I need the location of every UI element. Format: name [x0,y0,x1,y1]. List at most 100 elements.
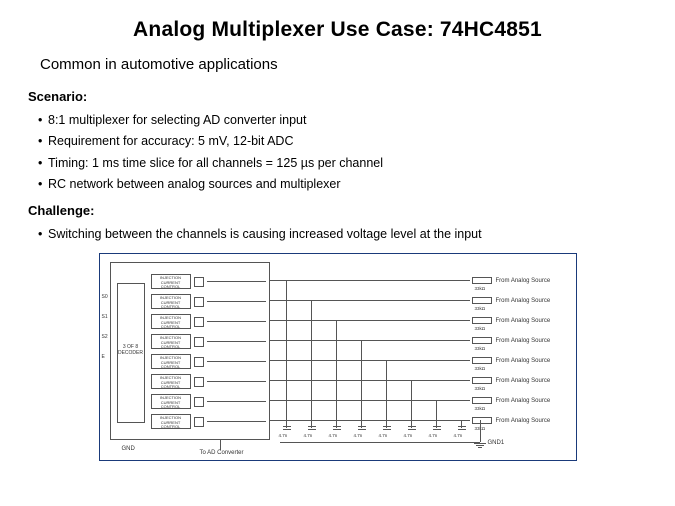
channel-row: INJECTION CURRENT CONTROL [151,333,266,350]
cap-label: 4.7n [379,433,388,438]
source-label: From Analog Source [496,398,570,404]
cap-label: 4.7n [454,433,463,438]
cap-label: 4.7n [404,433,413,438]
injection-control-box: INJECTION CURRENT CONTROL [151,414,191,429]
wire [270,320,470,321]
switch-icon [194,297,204,307]
resistor-label: 33kΩ [475,406,486,411]
capacitor-icon: 4.7n [405,424,419,434]
source-label: From Analog Source [496,278,570,284]
resistor-label: 33kΩ [475,386,486,391]
source-row: 33kΩ From Analog Source [472,372,570,389]
circuit-diagram: 3 OF 8 DECODER INJECTION CURRENT CONTROL… [99,253,577,461]
switch-icon [194,417,204,427]
wire [311,300,312,428]
pin-wire [207,401,266,402]
gnd1-label: GND1 [488,440,505,446]
scenario-bullet: 8:1 multiplexer for selecting AD convert… [38,110,647,131]
pin-label: S2 [102,334,108,340]
resistor-icon: 33kΩ [472,357,492,364]
source-row: 33kΩ From Analog Source [472,272,570,289]
scenario-bullet: Requirement for accuracy: 5 mV, 12-bit A… [38,131,647,152]
wire [386,360,387,428]
resistor-label: 33kΩ [475,366,486,371]
page-title: Analog Multiplexer Use Case: 74HC4851 [28,18,647,42]
cap-label: 4.7n [354,433,363,438]
resistor-icon: 33kΩ [472,397,492,404]
injection-control-box: INJECTION CURRENT CONTROL [151,394,191,409]
capacitor-icon: 4.7n [280,424,294,434]
resistor-label: 33kΩ [475,326,486,331]
source-label: From Analog Source [496,378,570,384]
subtitle: Common in automotive applications [40,56,647,73]
capacitor-row: 4.7n 4.7n 4.7n 4.7n 4.7n 4.7n 4.7n 4.7n [280,424,469,434]
challenge-bullet: Switching between the channels is causin… [38,224,647,245]
resistor-icon: 33kΩ [472,417,492,424]
pin-wire [207,321,266,322]
capacitor-icon: 4.7n [330,424,344,434]
resistor-label: 33kΩ [475,346,486,351]
cap-label: 4.7n [429,433,438,438]
wire [480,420,481,442]
channel-row: INJECTION CURRENT CONTROL [151,353,266,370]
wire [270,360,470,361]
resistor-icon: 33kΩ [472,297,492,304]
cap-label: 4.7n [279,433,288,438]
resistor-icon: 33kΩ [472,277,492,284]
wire [286,280,287,428]
wire [270,380,470,381]
injection-control-box: INJECTION CURRENT CONTROL [151,314,191,329]
pin-wire [207,361,266,362]
injection-control-box: INJECTION CURRENT CONTROL [151,334,191,349]
to-adc-label: To AD Converter [200,450,244,456]
channel-row: INJECTION CURRENT CONTROL [151,313,266,330]
resistor-icon: 33kΩ [472,337,492,344]
pin-label: S0 [102,294,108,300]
channel-row: INJECTION CURRENT CONTROL [151,393,266,410]
resistor-icon: 33kΩ [472,317,492,324]
source-label: From Analog Source [496,418,570,424]
pin-label: S1 [102,314,108,320]
pin-wire [207,421,266,422]
resistor-icon: 33kΩ [472,377,492,384]
capacitor-icon: 4.7n [305,424,319,434]
channel-row: INJECTION CURRENT CONTROL [151,293,266,310]
injection-control-box: INJECTION CURRENT CONTROL [151,354,191,369]
pin-wire [207,341,266,342]
wire [270,340,470,341]
channel-row: INJECTION CURRENT CONTROL [151,273,266,290]
pin-wire [207,281,266,282]
source-row: 33kΩ From Analog Source [472,352,570,369]
cap-label: 4.7n [329,433,338,438]
diagram-container: 3 OF 8 DECODER INJECTION CURRENT CONTROL… [28,253,647,461]
source-row: 33kΩ From Analog Source [472,392,570,409]
wire [270,420,470,421]
pin-wire [207,301,266,302]
decoder-block: 3 OF 8 DECODER [117,283,145,423]
source-label: From Analog Source [496,318,570,324]
resistor-label: 33kΩ [475,306,486,311]
switch-icon [194,357,204,367]
resistor-label: 33kΩ [475,286,486,291]
cap-label: 4.7n [304,433,313,438]
switch-icon [194,377,204,387]
scenario-label: Scenario: [28,89,647,104]
wire [361,340,362,428]
source-label: From Analog Source [496,338,570,344]
ground-bus [280,442,480,443]
source-row: 33kΩ From Analog Source [472,332,570,349]
switch-icon [194,277,204,287]
channel-row: INJECTION CURRENT CONTROL [151,373,266,390]
challenge-list: Switching between the channels is causin… [38,224,647,245]
source-row: 33kΩ From Analog Source [472,292,570,309]
injection-control-box: INJECTION CURRENT CONTROL [151,374,191,389]
capacitor-icon: 4.7n [380,424,394,434]
channel-row: INJECTION CURRENT CONTROL [151,413,266,430]
injection-control-box: INJECTION CURRENT CONTROL [151,274,191,289]
pin-label: E [102,354,105,360]
source-label: From Analog Source [496,358,570,364]
challenge-label: Challenge: [28,203,647,218]
wire [220,440,221,450]
injection-control-box: INJECTION CURRENT CONTROL [151,294,191,309]
wire [411,380,412,428]
